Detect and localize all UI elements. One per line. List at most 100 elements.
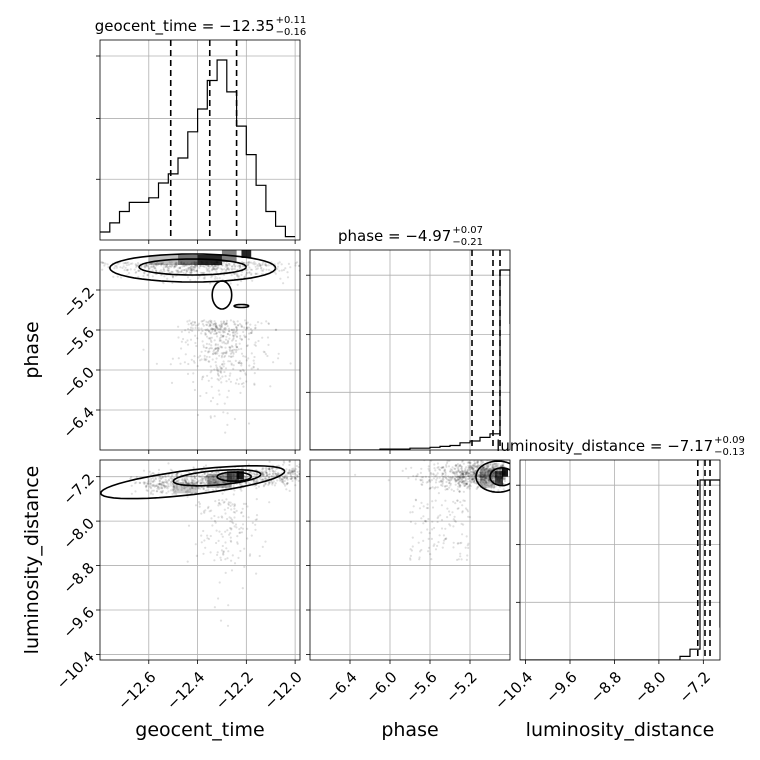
sample-point — [473, 481, 476, 485]
sample-point — [224, 265, 227, 268]
sample-point — [239, 531, 242, 534]
quantile-layer — [169, 40, 711, 660]
sample-point — [263, 351, 266, 354]
sample-point — [258, 554, 261, 558]
sample-point — [437, 465, 440, 469]
sample-point — [283, 461, 286, 464]
sample-point — [500, 468, 503, 471]
sample-point — [192, 266, 195, 269]
sample-point — [135, 266, 138, 269]
sample-point — [210, 264, 213, 267]
y-tick-label: −10.4 — [53, 648, 98, 693]
sample-point — [303, 474, 305, 476]
sample-point — [238, 264, 241, 267]
sample-point — [261, 545, 264, 549]
sample-point — [206, 486, 209, 489]
sample-point — [251, 262, 254, 265]
sample-point — [225, 264, 228, 267]
sample-point — [174, 473, 177, 476]
sample-point — [216, 343, 220, 346]
sample-point — [166, 485, 169, 488]
sample-point — [464, 472, 467, 475]
sample-point — [207, 337, 210, 340]
sample-point — [426, 528, 429, 531]
sample-point — [404, 467, 408, 470]
sample-point — [429, 471, 432, 475]
sample-point — [254, 481, 257, 484]
sample-point — [244, 372, 247, 375]
sample-point — [463, 499, 466, 502]
sample-point — [440, 479, 443, 482]
sample-point — [206, 479, 209, 482]
sample-point — [133, 268, 136, 271]
sample-point — [218, 337, 221, 340]
sample-point — [168, 267, 171, 270]
sample-point — [151, 480, 154, 483]
sample-point — [167, 479, 170, 482]
sample-point — [490, 486, 493, 490]
sample-point — [207, 330, 211, 333]
sample-point — [465, 471, 468, 474]
sample-point — [431, 520, 434, 523]
sample-point — [419, 479, 422, 482]
sample-point — [209, 482, 212, 485]
sample-point — [185, 272, 188, 275]
sample-point — [471, 467, 474, 470]
sample-point — [261, 471, 264, 474]
sample-point — [240, 324, 243, 327]
sample-point — [487, 474, 490, 477]
sample-point — [242, 369, 245, 372]
sample-point — [205, 323, 208, 326]
sample-point — [236, 335, 239, 339]
sample-point — [478, 474, 481, 477]
sample-point — [231, 503, 234, 506]
sample-point — [486, 469, 489, 472]
sample-point — [203, 358, 206, 361]
sample-point — [473, 471, 476, 475]
sample-point — [223, 355, 226, 359]
sample-point — [242, 355, 245, 358]
sample-point — [484, 468, 487, 471]
sample-point — [438, 468, 441, 471]
sample-point — [207, 481, 210, 484]
sample-point — [208, 325, 211, 328]
sample-point — [222, 553, 225, 556]
sample-point — [485, 471, 488, 474]
sample-point — [270, 481, 274, 484]
sample-point — [207, 482, 210, 486]
sample-point — [137, 269, 140, 272]
sample-point — [119, 266, 122, 269]
sample-point — [463, 484, 466, 487]
sample-point — [163, 270, 166, 273]
sample-point — [262, 478, 265, 482]
sample-point — [234, 382, 237, 385]
sample-point — [494, 462, 497, 465]
sample-point — [215, 332, 218, 335]
sample-point — [437, 492, 440, 495]
sample-point — [472, 471, 475, 474]
sample-point — [482, 471, 485, 474]
sample-point — [222, 475, 225, 478]
sample-point — [192, 269, 196, 272]
sample-point — [422, 515, 425, 518]
sample-point — [297, 264, 300, 268]
sample-point — [211, 358, 214, 361]
sample-point — [234, 265, 237, 268]
grid-2-2 — [520, 460, 720, 660]
sample-point — [481, 460, 484, 463]
sample-point — [458, 483, 461, 486]
sample-point — [262, 467, 265, 470]
sample-point — [232, 510, 235, 514]
sample-point — [490, 468, 493, 471]
sample-point — [422, 539, 425, 543]
sample-point — [147, 480, 150, 483]
sample-point — [145, 263, 148, 267]
sample-point — [225, 498, 228, 501]
sample-point — [249, 261, 253, 264]
sample-point — [441, 472, 444, 475]
sample-point — [419, 478, 422, 481]
sample-point — [456, 558, 459, 562]
sample-point — [127, 272, 131, 275]
sample-point — [499, 465, 502, 468]
sample-point — [250, 268, 254, 271]
